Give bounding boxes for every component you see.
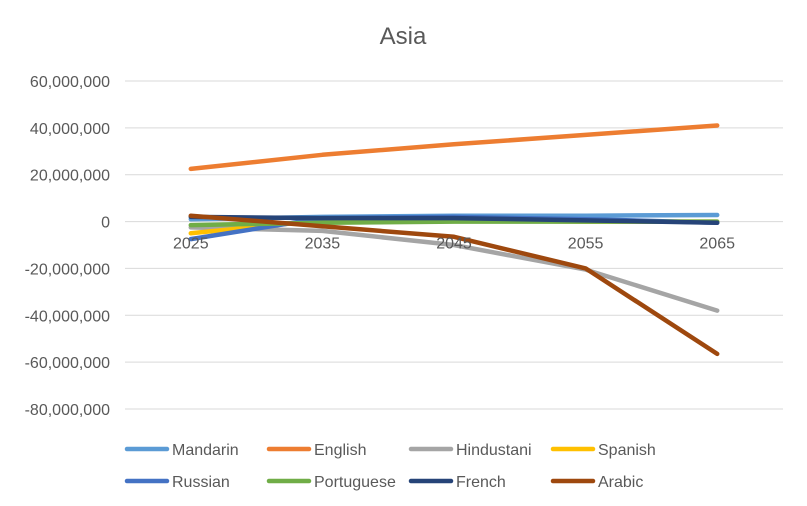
series-lines [188,123,720,357]
legend-label: Arabic [598,474,643,491]
x-axis-tick-labels: 2025 2035 2045 2055 2065 [173,236,735,253]
y-tick-label: -80,000,000 [25,402,111,419]
gridlines [125,80,783,410]
legend-label: Hindustani [456,442,532,459]
x-tick-label: 2055 [568,236,604,253]
x-tick-label: 2065 [699,236,735,253]
y-tick-label: -20,000,000 [25,261,111,278]
series-line-french [188,214,720,225]
legend-label: Spanish [598,442,656,459]
legend: Mandarin English Hindustani Spanish Russian P… [124,442,656,491]
legend-label: Portuguese [314,474,396,491]
legend-label: Mandarin [172,442,239,459]
y-tick-label: 60,000,000 [30,74,110,91]
x-tick-label: 2035 [305,236,341,253]
series-line-english [188,123,720,172]
y-tick-label: 20,000,000 [30,168,110,185]
legend-label: English [314,442,366,459]
y-axis-tick-labels: 60,000,000 40,000,000 20,000,000 0 -20,000,0… [25,74,111,419]
x-tick-label: 2045 [436,236,472,253]
y-tick-label: 40,000,000 [30,121,110,138]
x-tick-label: 2025 [173,236,209,253]
series-line-hindustani [188,225,720,313]
legend-label: French [456,474,506,491]
y-tick-label: -40,000,000 [25,308,111,325]
series-line-arabic [188,213,720,357]
y-tick-label: 0 [101,215,110,232]
y-tick-label: -60,000,000 [25,355,111,372]
legend-label: Russian [172,474,230,491]
chart-title: Asia [380,23,427,50]
